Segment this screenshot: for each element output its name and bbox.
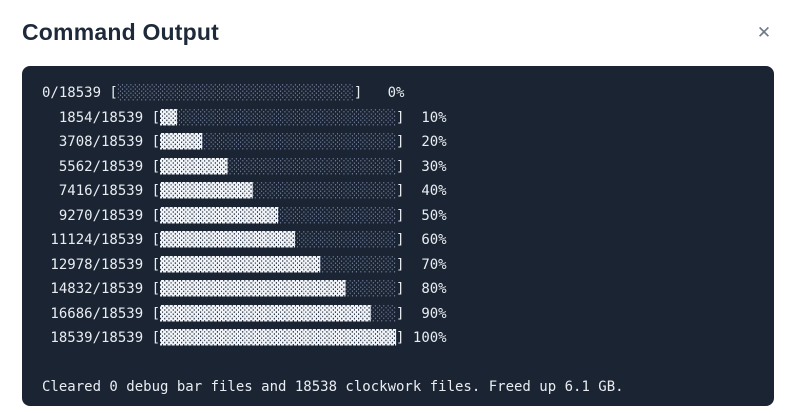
progress-percent: ] 80% <box>396 281 447 297</box>
progress-percent: ] 70% <box>396 256 447 273</box>
progress-bar-filled: ▓▓▓▓▓▓▓▓▓▓▓▓▓▓▓▓ <box>160 232 295 248</box>
progress-count: 5562/18539 [ <box>42 158 161 175</box>
progress-count: 11124/18539 [ <box>42 232 161 248</box>
result-message-text: Cleared 0 debug bar files and 18538 cloc… <box>42 379 624 395</box>
progress-line: 12978/18539 [▓▓▓▓▓▓▓▓▓▓▓▓▓▓▓▓▓▓▓░░░░░░░░… <box>42 253 758 278</box>
close-icon: ✕ <box>756 23 772 42</box>
progress-line: 1854/18539 [▓▓░░░░░░░░░░░░░░░░░░░░░░░░░░… <box>42 106 758 131</box>
progress-bar-filled: ▓▓▓▓▓▓▓▓▓▓▓ <box>160 183 253 199</box>
progress-bar-empty: ░░░░░░ <box>345 281 397 297</box>
progress-line: 14832/18539 [▓▓▓▓▓▓▓▓▓▓▓▓▓▓▓▓▓▓▓▓▓▓░░░░░… <box>42 277 758 302</box>
progress-percent: ] 10% <box>396 109 447 126</box>
progress-count: 18539/18539 [ <box>42 330 161 346</box>
progress-bar-empty: ░░░ <box>370 305 397 322</box>
progress-percent: ] 30% <box>396 158 447 175</box>
progress-count: 16686/18539 [ <box>42 305 161 322</box>
result-message: Cleared 0 debug bar files and 18538 cloc… <box>42 375 758 400</box>
progress-bar-empty: ░░░░░░░░░░░░░░░░░░░░ <box>227 158 397 175</box>
progress-bar-empty: ░░░░░░░░░░░░░░░░░░░░░░░░░░ <box>176 109 397 126</box>
progress-bar-filled: ▓▓▓▓▓▓▓▓▓▓▓▓▓▓▓▓▓▓▓▓▓▓▓▓▓▓▓▓ <box>160 330 397 346</box>
progress-line: 11124/18539 [▓▓▓▓▓▓▓▓▓▓▓▓▓▓▓▓░░░░░░░░░░░… <box>42 228 758 253</box>
progress-count: 1854/18539 [ <box>42 109 161 126</box>
progress-line: 0/18539 [░░░░░░░░░░░░░░░░░░░░░░░░░░░░] 0… <box>42 81 758 106</box>
progress-percent: ] 90% <box>396 305 447 322</box>
page-title: Command Output <box>22 19 219 45</box>
progress-bar-filled: ▓▓ <box>160 109 177 126</box>
progress-line: 5562/18539 [▓▓▓▓▓▓▓▓░░░░░░░░░░░░░░░░░░░░… <box>42 155 758 180</box>
dialog-header: Command Output ✕ <box>0 0 794 66</box>
progress-percent: ] 20% <box>396 134 447 150</box>
progress-bar-filled: ▓▓▓▓▓▓▓▓▓▓▓▓▓▓▓▓▓▓▓▓▓▓ <box>160 281 346 297</box>
close-button[interactable]: ✕ <box>748 17 780 49</box>
progress-bar-empty: ░░░░░░░░░ <box>320 256 397 273</box>
progress-count: 14832/18539 [ <box>42 281 161 297</box>
progress-line: 3708/18539 [▓▓▓▓▓░░░░░░░░░░░░░░░░░░░░░░░… <box>42 130 758 155</box>
progress-bar-filled: ▓▓▓▓▓▓▓▓▓▓▓▓▓▓▓▓▓▓▓ <box>160 256 321 273</box>
progress-percent: ] 60% <box>396 232 447 248</box>
progress-bar-filled: ▓▓▓▓▓▓▓▓ <box>160 158 228 175</box>
progress-bar-empty: ░░░░░░░░░░░░░░░░░ <box>252 183 397 199</box>
progress-line: 7416/18539 [▓▓▓▓▓▓▓▓▓▓▓░░░░░░░░░░░░░░░░░… <box>42 179 758 204</box>
progress-bar-filled: ▓▓▓▓▓▓▓▓▓▓▓▓▓▓▓▓▓▓▓▓▓▓▓▓▓ <box>160 305 371 322</box>
progress-count: 9270/18539 [ <box>42 207 161 224</box>
terminal-output-panel: 0/18539 [░░░░░░░░░░░░░░░░░░░░░░░░░░░░] 0… <box>22 66 774 406</box>
progress-bar-empty: ░░░░░░░░░░░░░░░░░░░░░░░ <box>202 134 397 150</box>
progress-line: 16686/18539 [▓▓▓▓▓▓▓▓▓▓▓▓▓▓▓▓▓▓▓▓▓▓▓▓▓░░… <box>42 302 758 327</box>
progress-percent: ] 100% <box>396 330 447 346</box>
progress-bar-empty: ░░░░░░░░░░░░░░░░░░░░░░░░░░░░ <box>117 85 354 101</box>
progress-percent: ] 0% <box>353 85 405 101</box>
progress-bar-filled: ▓▓▓▓▓ <box>160 134 203 150</box>
progress-count: 0/18539 [ <box>42 85 118 101</box>
progress-count: 3708/18539 [ <box>42 134 161 150</box>
progress-bar-empty: ░░░░░░░░░░░░ <box>294 232 397 248</box>
progress-bar-filled: ▓▓▓▓▓▓▓▓▓▓▓▓▓▓ <box>160 207 279 224</box>
blank-line <box>42 351 758 376</box>
progress-bar-empty: ░░░░░░░░░░░░░░ <box>278 207 397 224</box>
progress-percent: ] 40% <box>396 183 447 199</box>
progress-count: 12978/18539 [ <box>42 256 161 273</box>
progress-line: 18539/18539 [▓▓▓▓▓▓▓▓▓▓▓▓▓▓▓▓▓▓▓▓▓▓▓▓▓▓▓… <box>42 326 758 351</box>
progress-line: 9270/18539 [▓▓▓▓▓▓▓▓▓▓▓▓▓▓░░░░░░░░░░░░░░… <box>42 204 758 229</box>
progress-count: 7416/18539 [ <box>42 183 161 199</box>
progress-percent: ] 50% <box>396 207 447 224</box>
